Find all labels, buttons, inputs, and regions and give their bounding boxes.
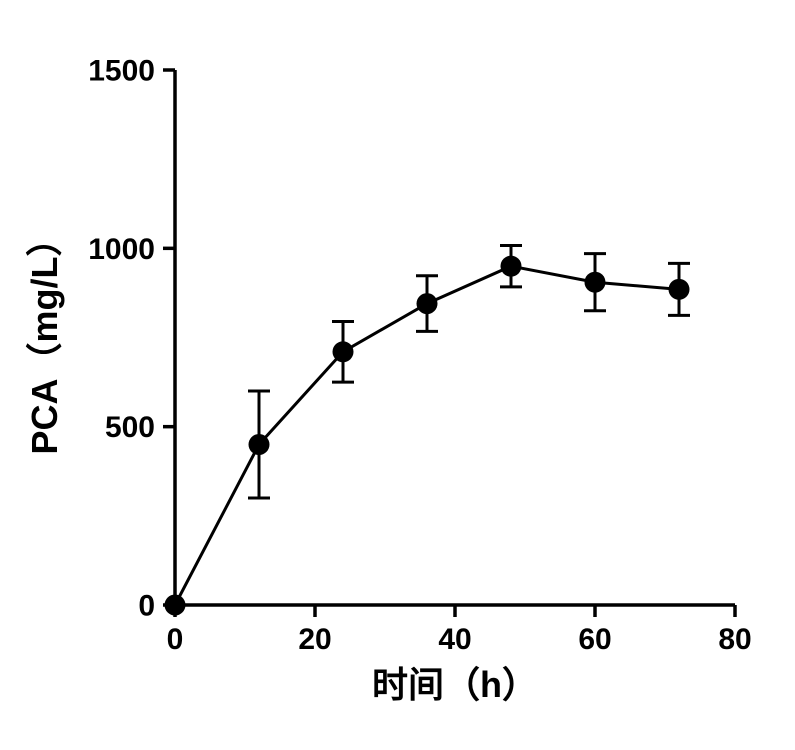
data-marker — [585, 272, 606, 293]
y-tick-label: 500 — [105, 411, 155, 444]
data-marker — [417, 293, 438, 314]
x-tick-label: 0 — [167, 623, 184, 656]
chart-svg: 0 500 1000 1500 0 20 40 60 80 PCA（mg/L） 时间（h） — [0, 0, 795, 750]
data-marker — [249, 434, 270, 455]
x-tick-label: 80 — [718, 623, 751, 656]
y-axis-title: PCA（mg/L） — [24, 220, 65, 454]
x-axis-title: 时间（h） — [372, 664, 538, 705]
y-tick-label: 0 — [138, 590, 155, 623]
x-tick-label: 20 — [298, 623, 331, 656]
data-marker — [165, 595, 186, 616]
y-tick-label: 1500 — [88, 55, 155, 88]
y-tick-label: 1000 — [88, 233, 155, 266]
x-tick-label: 60 — [578, 623, 611, 656]
data-marker — [333, 341, 354, 362]
x-tick-label: 40 — [438, 623, 471, 656]
data-marker — [669, 279, 690, 300]
pca-time-chart: 0 500 1000 1500 0 20 40 60 80 PCA（mg/L） 时间（h） — [0, 0, 795, 750]
data-marker — [501, 256, 522, 277]
chart-background — [0, 0, 795, 750]
